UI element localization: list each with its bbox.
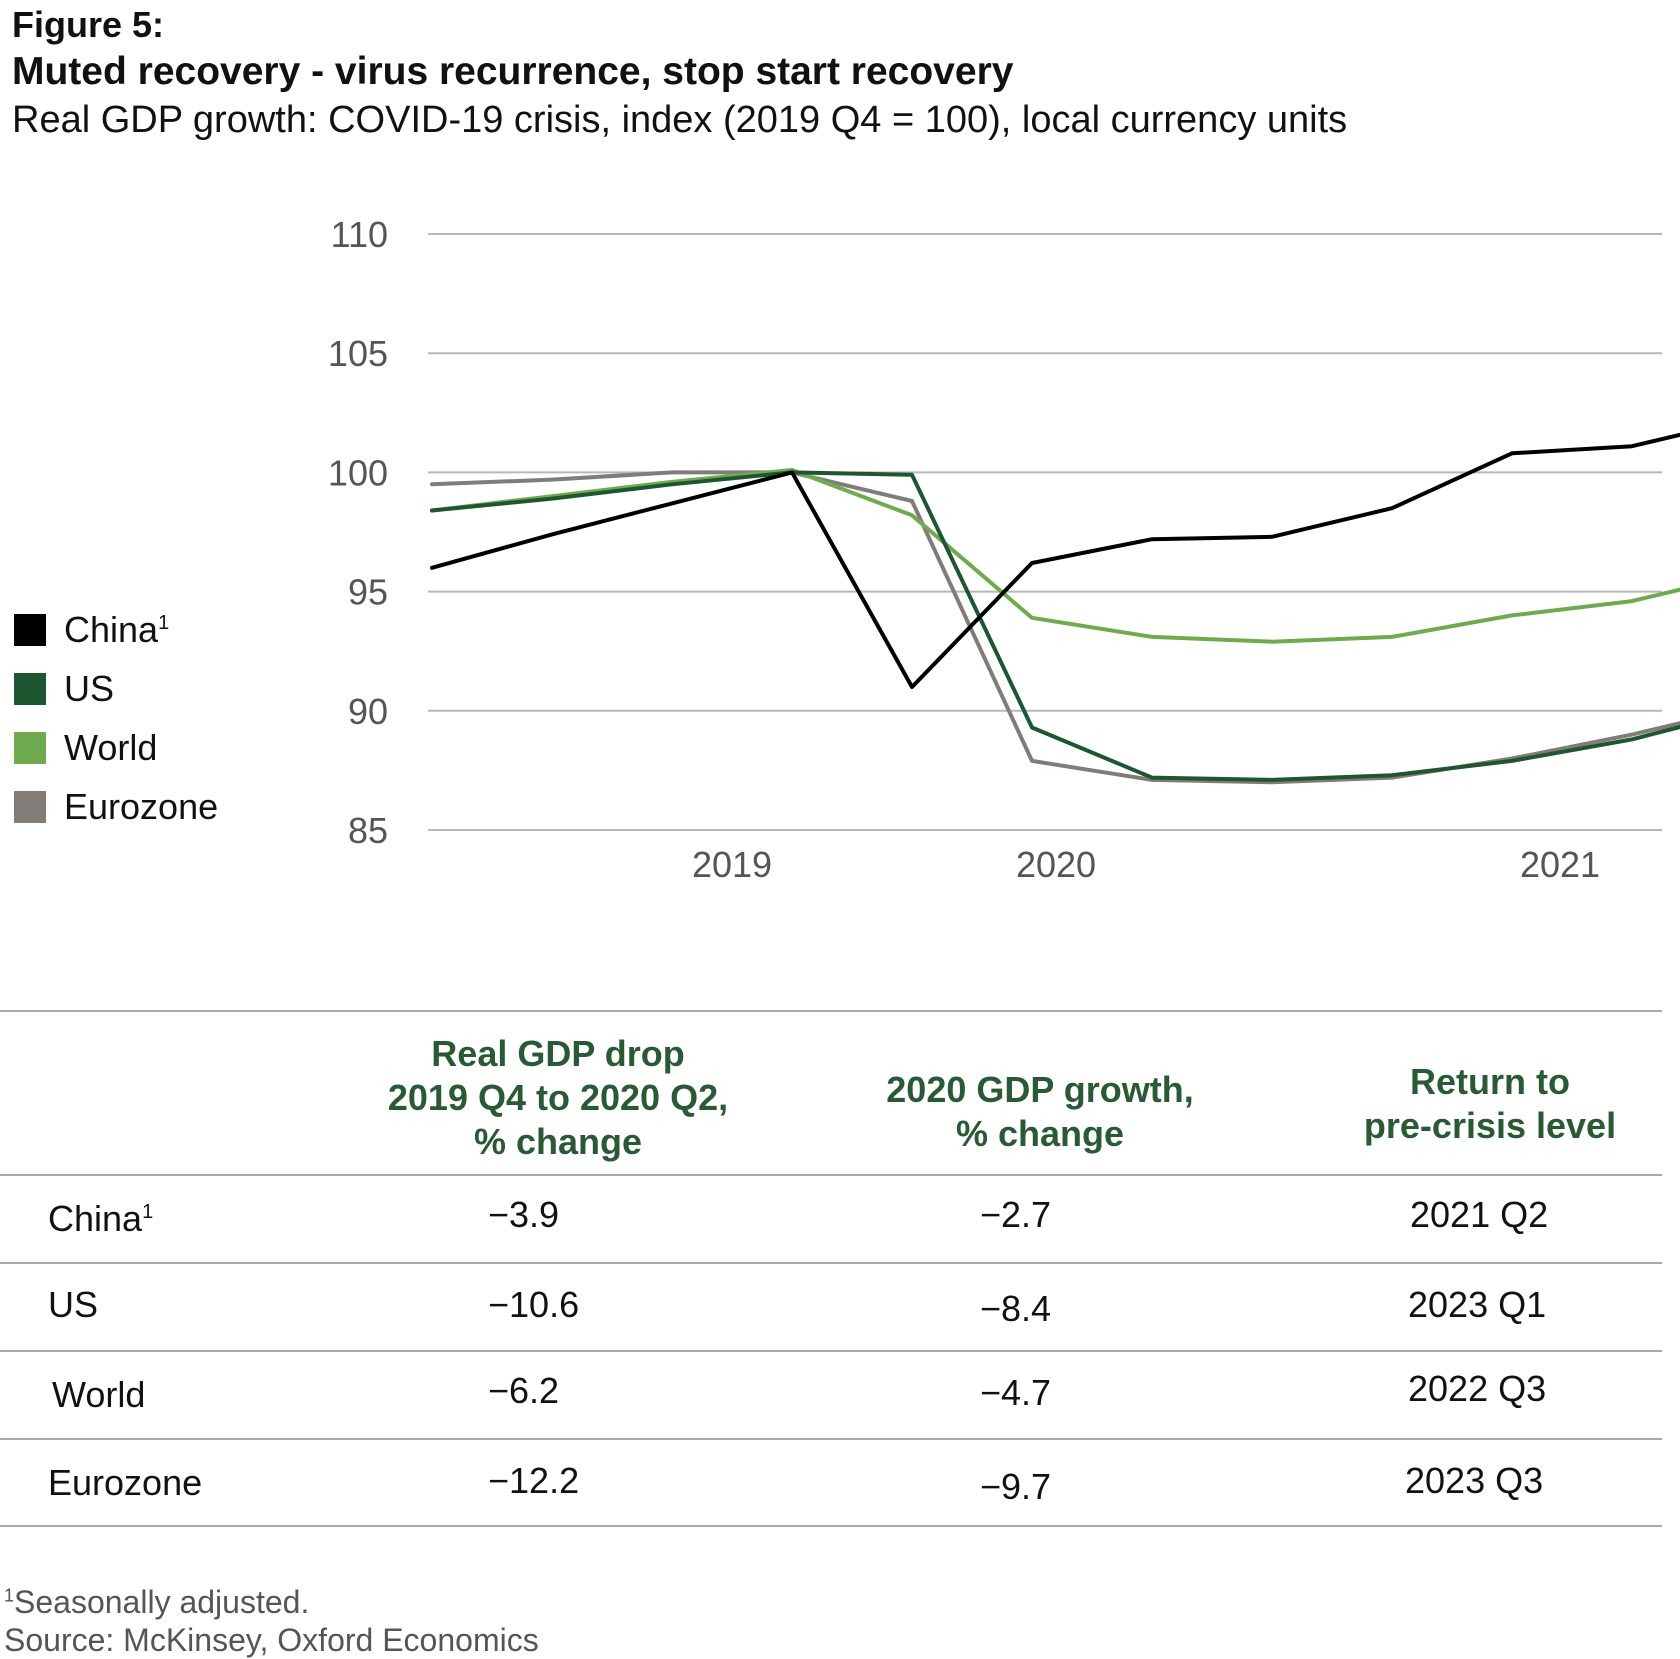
source-note: Source: McKinsey, Oxford Economics: [4, 1622, 539, 1658]
y-tick-labels: 110 105 100 95 90 85: [328, 214, 388, 851]
table-bottom-rule: [0, 1525, 1662, 1527]
table-header-gdp-drop: Real GDP drop 2019 Q4 to 2020 Q2, % chan…: [387, 1033, 729, 1162]
table-row-rule: [0, 1262, 1662, 1264]
cell-china-drop: −3.9: [488, 1194, 560, 1235]
row-label-china: China1: [48, 1198, 154, 1239]
figure-label: Figure 5:: [12, 4, 165, 45]
figure-title: Muted recovery - virus recurrence, stop …: [12, 50, 1014, 93]
series-line-us: [430, 470, 1680, 782]
cell-china-return: 2021 Q2: [1410, 1194, 1549, 1235]
x-tick-label-2019: 2019: [692, 844, 772, 885]
legend-swatch-china: [14, 613, 46, 646]
x-tick-labels: 2019 2020 2021: [692, 844, 1600, 885]
legend-label-us: US: [64, 667, 115, 709]
line-chart: 110 105 100 95 90 85 2019 2020 2021: [328, 214, 1680, 885]
cell-world-growth: −4.7: [980, 1372, 1052, 1413]
y-tick-label-90: 90: [348, 691, 388, 732]
y-tick-label-105: 105: [328, 333, 388, 374]
legend-item-eurozone: Eurozone: [14, 777, 218, 836]
table-header-rule: [0, 1174, 1662, 1176]
y-tick-label-110: 110: [331, 214, 388, 255]
legend-label-china: China1: [64, 608, 170, 650]
table-header-return: Return to pre-crisis level: [1363, 1061, 1617, 1146]
y-tick-label-85: 85: [348, 810, 388, 851]
row-label-world: World: [52, 1374, 146, 1415]
table-row-rule: [0, 1438, 1662, 1440]
y-tick-label-95: 95: [348, 572, 388, 613]
x-tick-label-2021: 2021: [1520, 844, 1600, 885]
cell-eurozone-drop: −12.2: [488, 1460, 580, 1501]
legend-item-us: US: [14, 659, 218, 718]
legend-swatch-eurozone: [14, 790, 46, 823]
row-label-eurozone: Eurozone: [48, 1462, 203, 1503]
cell-us-return: 2023 Q1: [1408, 1284, 1547, 1325]
legend-item-china: China1: [14, 600, 218, 659]
legend-label-world: World: [64, 726, 158, 768]
grid-layer: [428, 233, 1662, 831]
legend-label-eurozone: Eurozone: [64, 785, 219, 827]
row-label-us: US: [48, 1284, 99, 1325]
legend-swatch-world: [14, 731, 46, 764]
cell-china-growth: −2.7: [980, 1194, 1052, 1235]
legend: China1 US World Eurozone: [14, 600, 218, 836]
figure-subtitle: Real GDP growth: COVID-19 crisis, index …: [12, 99, 1348, 141]
table-row-rule: [0, 1350, 1662, 1352]
table-top-rule: [0, 1010, 1662, 1012]
legend-swatch-us: [14, 672, 46, 705]
cell-eurozone-return: 2023 Q3: [1405, 1460, 1544, 1501]
table-header-2020-growth: 2020 GDP growth, % change: [886, 1069, 1194, 1154]
series-line-eurozone: [430, 470, 1680, 785]
cell-world-return: 2022 Q3: [1408, 1368, 1547, 1409]
series-line-world: [430, 468, 1680, 644]
series-layer: [430, 432, 1680, 785]
legend-item-world: World: [14, 718, 218, 777]
y-tick-label-100: 100: [328, 452, 388, 493]
x-tick-label-2020: 2020: [1016, 844, 1096, 885]
cell-world-drop: −6.2: [488, 1370, 560, 1411]
footnote: 1Seasonally adjusted.: [4, 1584, 310, 1620]
cell-us-drop: −10.6: [488, 1284, 580, 1325]
cell-eurozone-growth: −9.7: [980, 1466, 1052, 1507]
cell-us-growth: −8.4: [980, 1288, 1052, 1329]
series-line-china: [430, 432, 1680, 689]
